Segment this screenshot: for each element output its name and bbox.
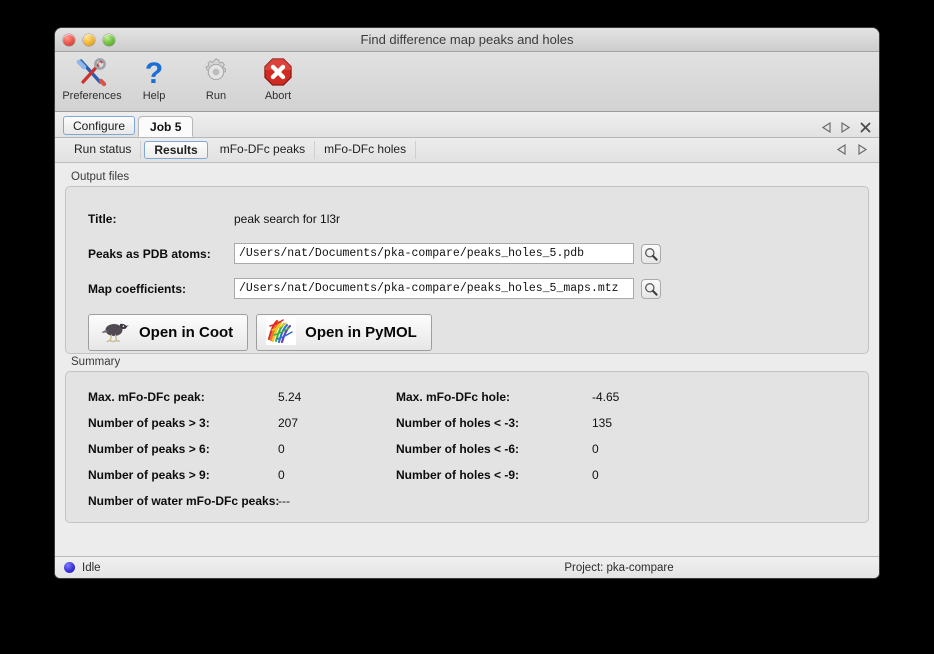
peaks-pdb-row: Peaks as PDB atoms: /Users/nat/Documents…: [66, 236, 868, 271]
project-text: Project: pka-compare: [564, 561, 674, 574]
zoom-button[interactable]: [103, 34, 115, 46]
help-button[interactable]: ? Help: [123, 52, 185, 102]
status-indicator-icon: [64, 562, 75, 573]
tab-job-5[interactable]: Job 5: [138, 116, 194, 137]
results-pane: Output files Title: peak search for 1l3r…: [55, 163, 879, 556]
abort-label: Abort: [264, 90, 292, 102]
left-triangle-icon[interactable]: [836, 143, 846, 156]
peaks-pdb-label: Peaks as PDB atoms:: [88, 246, 211, 261]
summary-right-value: 0: [592, 442, 599, 456]
question-mark-icon: ?: [123, 55, 185, 89]
summary-right-key: Max. mFo-DFc hole:: [396, 390, 511, 404]
summary-left-value: 5.24: [278, 390, 302, 404]
abort-button[interactable]: Abort: [247, 52, 309, 102]
peaks-pdb-browse-button[interactable]: [641, 243, 661, 264]
summary-right-key: Number of holes < -6:: [396, 442, 520, 456]
open-in-buttons-row: Open in Coot: [66, 306, 868, 351]
run-label: Run: [205, 90, 227, 102]
map-coefficients-input[interactable]: /Users/nat/Documents/pka-compare/peaks_h…: [234, 278, 634, 299]
output-files-panel: Title: peak search for 1l3r Peaks as PDB…: [65, 186, 869, 354]
summary-left-key: Number of water mFo-DFc peaks:: [88, 494, 280, 508]
left-triangle-icon[interactable]: [821, 121, 831, 134]
summary-right-key: [396, 488, 592, 514]
map-coefficients-row: Map coefficients: /Users/nat/Documents/p…: [66, 271, 868, 306]
tools-icon: [61, 55, 123, 89]
summary-left-key: Max. mFo-DFc peak:: [88, 390, 205, 404]
summary-left-key: Number of peaks > 9:: [88, 468, 210, 482]
summary-right-value: -4.65: [592, 390, 620, 404]
summary-right-value: [592, 488, 868, 514]
primary-tab-controls: [821, 121, 871, 134]
help-label: Help: [142, 90, 166, 102]
summary-right-value: 135: [592, 416, 613, 430]
tab-mfo-dfc-peaks[interactable]: mFo-DFc peaks: [211, 141, 316, 159]
coot-bird-icon: [98, 318, 130, 348]
summary-left-key: Number of peaks > 3:: [88, 416, 210, 430]
configure-button[interactable]: Configure: [63, 116, 136, 135]
tab-run-status[interactable]: Run status: [65, 141, 142, 159]
summary-left-value: 207: [278, 416, 299, 430]
open-in-pymol-label: Open in PyMOL: [305, 324, 417, 341]
summary-right-key: Number of holes < -9:: [396, 468, 520, 482]
preferences-button[interactable]: Preferences: [61, 52, 123, 102]
right-triangle-icon[interactable]: [841, 121, 851, 134]
output-files-group-label: Output files: [71, 171, 130, 183]
secondary-tab-controls: [836, 143, 868, 156]
open-in-pymol-button[interactable]: Open in PyMOL: [256, 314, 432, 351]
preferences-label: Preferences: [62, 90, 122, 102]
pymol-ribbon-icon: [266, 316, 297, 349]
run-button[interactable]: Run: [185, 52, 247, 102]
svg-text:?: ?: [145, 57, 163, 88]
status-text: Idle: [82, 561, 101, 574]
open-in-coot-label: Open in Coot: [139, 324, 234, 341]
close-x-icon[interactable]: [860, 122, 871, 133]
tab-results[interactable]: Results: [144, 141, 208, 159]
magnifier-icon: [645, 282, 658, 296]
map-coefficients-label: Map coefficients:: [88, 281, 187, 296]
application-window: Find difference map peaks and holes Pref…: [55, 28, 879, 578]
title-row: Title: peak search for 1l3r: [66, 201, 868, 236]
summary-left-value: 0: [278, 442, 285, 456]
summary-right-value: 0: [592, 468, 599, 482]
secondary-tab-bar: Run status Results mFo-DFc peaks mFo-DFc…: [55, 138, 879, 163]
primary-tab-bar: Configure Job 5: [55, 112, 879, 138]
gear-icon: [185, 55, 247, 89]
window-controls: [63, 34, 115, 46]
summary-left-key: Number of peaks > 6:: [88, 442, 210, 456]
summary-group-label: Summary: [71, 356, 121, 368]
right-triangle-icon[interactable]: [858, 143, 868, 156]
summary-grid: Max. mFo-DFc peak: 5.24 Max. mFo-DFc hol…: [66, 384, 868, 514]
tab-mfo-dfc-holes[interactable]: mFo-DFc holes: [315, 141, 417, 159]
summary-right-key: Number of holes < -3:: [396, 416, 520, 430]
status-bar: Idle Project: pka-compare: [55, 556, 879, 578]
peaks-pdb-input[interactable]: /Users/nat/Documents/pka-compare/peaks_h…: [234, 243, 634, 264]
title-label: Title:: [88, 211, 117, 226]
close-button[interactable]: [63, 34, 75, 46]
summary-left-value: 0: [278, 468, 285, 482]
title-bar: Find difference map peaks and holes: [55, 28, 879, 52]
summary-left-value: ---: [278, 494, 290, 508]
window-title: Find difference map peaks and holes: [360, 32, 574, 47]
stop-x-icon: [247, 55, 309, 89]
open-in-coot-button[interactable]: Open in Coot: [88, 314, 249, 351]
summary-panel: Max. mFo-DFc peak: 5.24 Max. mFo-DFc hol…: [65, 371, 869, 523]
title-value: peak search for 1l3r: [234, 211, 341, 226]
magnifier-icon: [645, 247, 658, 261]
map-coefficients-browse-button[interactable]: [641, 278, 661, 299]
minimize-button[interactable]: [83, 34, 95, 46]
toolbar: Preferences ? Help Run: [55, 52, 879, 112]
